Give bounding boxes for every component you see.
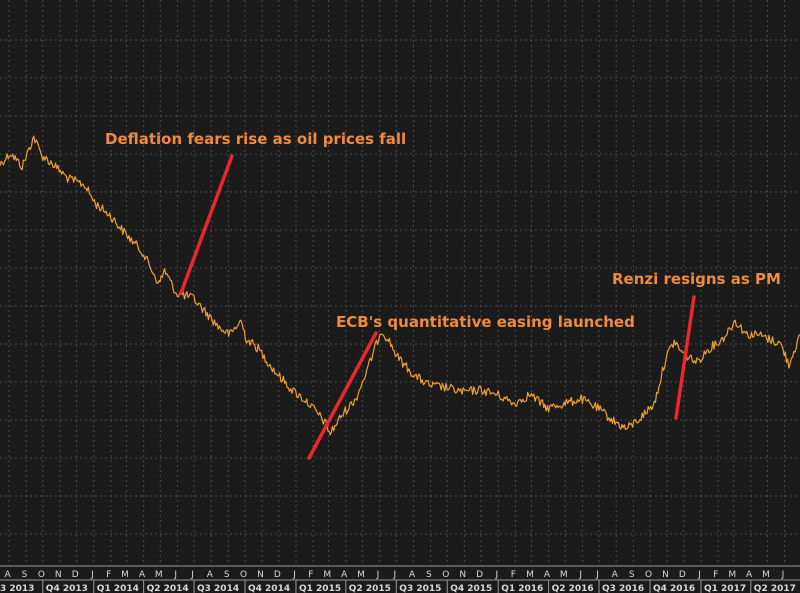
month-tick-label: J [595,570,599,580]
quarter-tick-label: Q2 2015 [349,584,391,593]
month-tick-label: J [173,570,177,580]
month-tick-label: A [409,570,416,580]
month-tick-label: O [442,570,449,580]
month-tick-label: O [240,570,247,580]
month-tick-label: J [578,570,582,580]
month-tick-label: F [308,570,313,580]
month-tick-label: N [257,570,264,580]
quarter-tick-label: Q3 2016 [602,584,644,593]
month-tick-label: F [106,570,111,580]
series-line-0 [0,135,800,436]
quarter-tick-label: Q2 2017 [754,584,796,593]
grid [0,0,800,566]
month-tick-label: J [190,570,194,580]
quarter-tick-label: Q4 2015 [450,584,492,593]
quarter-tick-label: Q2 2014 [147,584,189,593]
month-tick-label: D [274,570,281,580]
series-layer [0,135,800,436]
quarter-tick-label: Q4 2016 [653,584,695,593]
month-tick-label: O [645,570,652,580]
month-tick-label: N [662,570,669,580]
month-tick-label: A [5,570,12,580]
annotation-arrow-0 [179,154,234,295]
quarter-tick-label: Q4 2014 [248,584,290,593]
annotation-label-0: Deflation fears rise as oil prices fall [105,130,406,148]
quarter-tick-label: Q2 2016 [552,584,594,593]
month-tick-label: A [746,570,753,580]
quarter-tick-label: Q3 2014 [197,584,239,593]
month-tick-label: J [494,570,498,580]
month-tick-label: A [139,570,146,580]
month-tick-label: S [22,570,28,580]
quarter-tick-label: Q1 2017 [704,584,746,593]
annotation-label-2: Renzi resigns as PM [612,270,781,288]
month-tick-label: J [697,570,701,580]
month-tick-label: S [224,570,230,580]
annotation-arrow-2 [674,295,696,420]
month-tick-label: A [544,570,551,580]
month-tick-label: S [426,570,432,580]
month-tick-label: F [713,570,718,580]
month-tick-label: M [323,570,331,580]
month-tick-label: D [72,570,79,580]
month-tick-label: A [207,570,214,580]
quarter-tick-label: 3 2013 [0,584,34,593]
month-tick-label: J [90,570,94,580]
month-tick-label: N [55,570,62,580]
month-tick-label: F [511,570,516,580]
annotation-label-1: ECB's quantitative easing launched [336,313,635,331]
quarter-tick-label: Q1 2016 [501,584,543,593]
month-tick-label: N [459,570,466,580]
month-tick-label: J [781,570,785,580]
annotation-layer: Deflation fears rise as oil prices fall E… [105,130,781,460]
quarter-tick-label: Q1 2014 [97,584,139,593]
month-tick-label: J [392,570,396,580]
month-tick-label: A [341,570,348,580]
quarter-tick-label: Q1 2015 [299,584,341,593]
month-tick-label: J [376,570,380,580]
quarter-tick-label: Q3 2015 [399,584,441,593]
month-tick-label: J [292,570,296,580]
month-tick-label: S [629,570,635,580]
month-tick-label: M [357,570,365,580]
month-tick-label: O [38,570,45,580]
month-tick-label: M [762,570,770,580]
month-tick-label: M [121,570,129,580]
quarter-tick-label: Q4 2013 [46,584,88,593]
annotation-arrow-1 [307,331,378,460]
month-tick-label: D [476,570,483,580]
month-tick-label: M [526,570,534,580]
month-tick-label: A [612,570,619,580]
month-tick-label: D [679,570,686,580]
month-tick-label: M [728,570,736,580]
month-tick-label: M [560,570,568,580]
month-tick-label: M [155,570,163,580]
